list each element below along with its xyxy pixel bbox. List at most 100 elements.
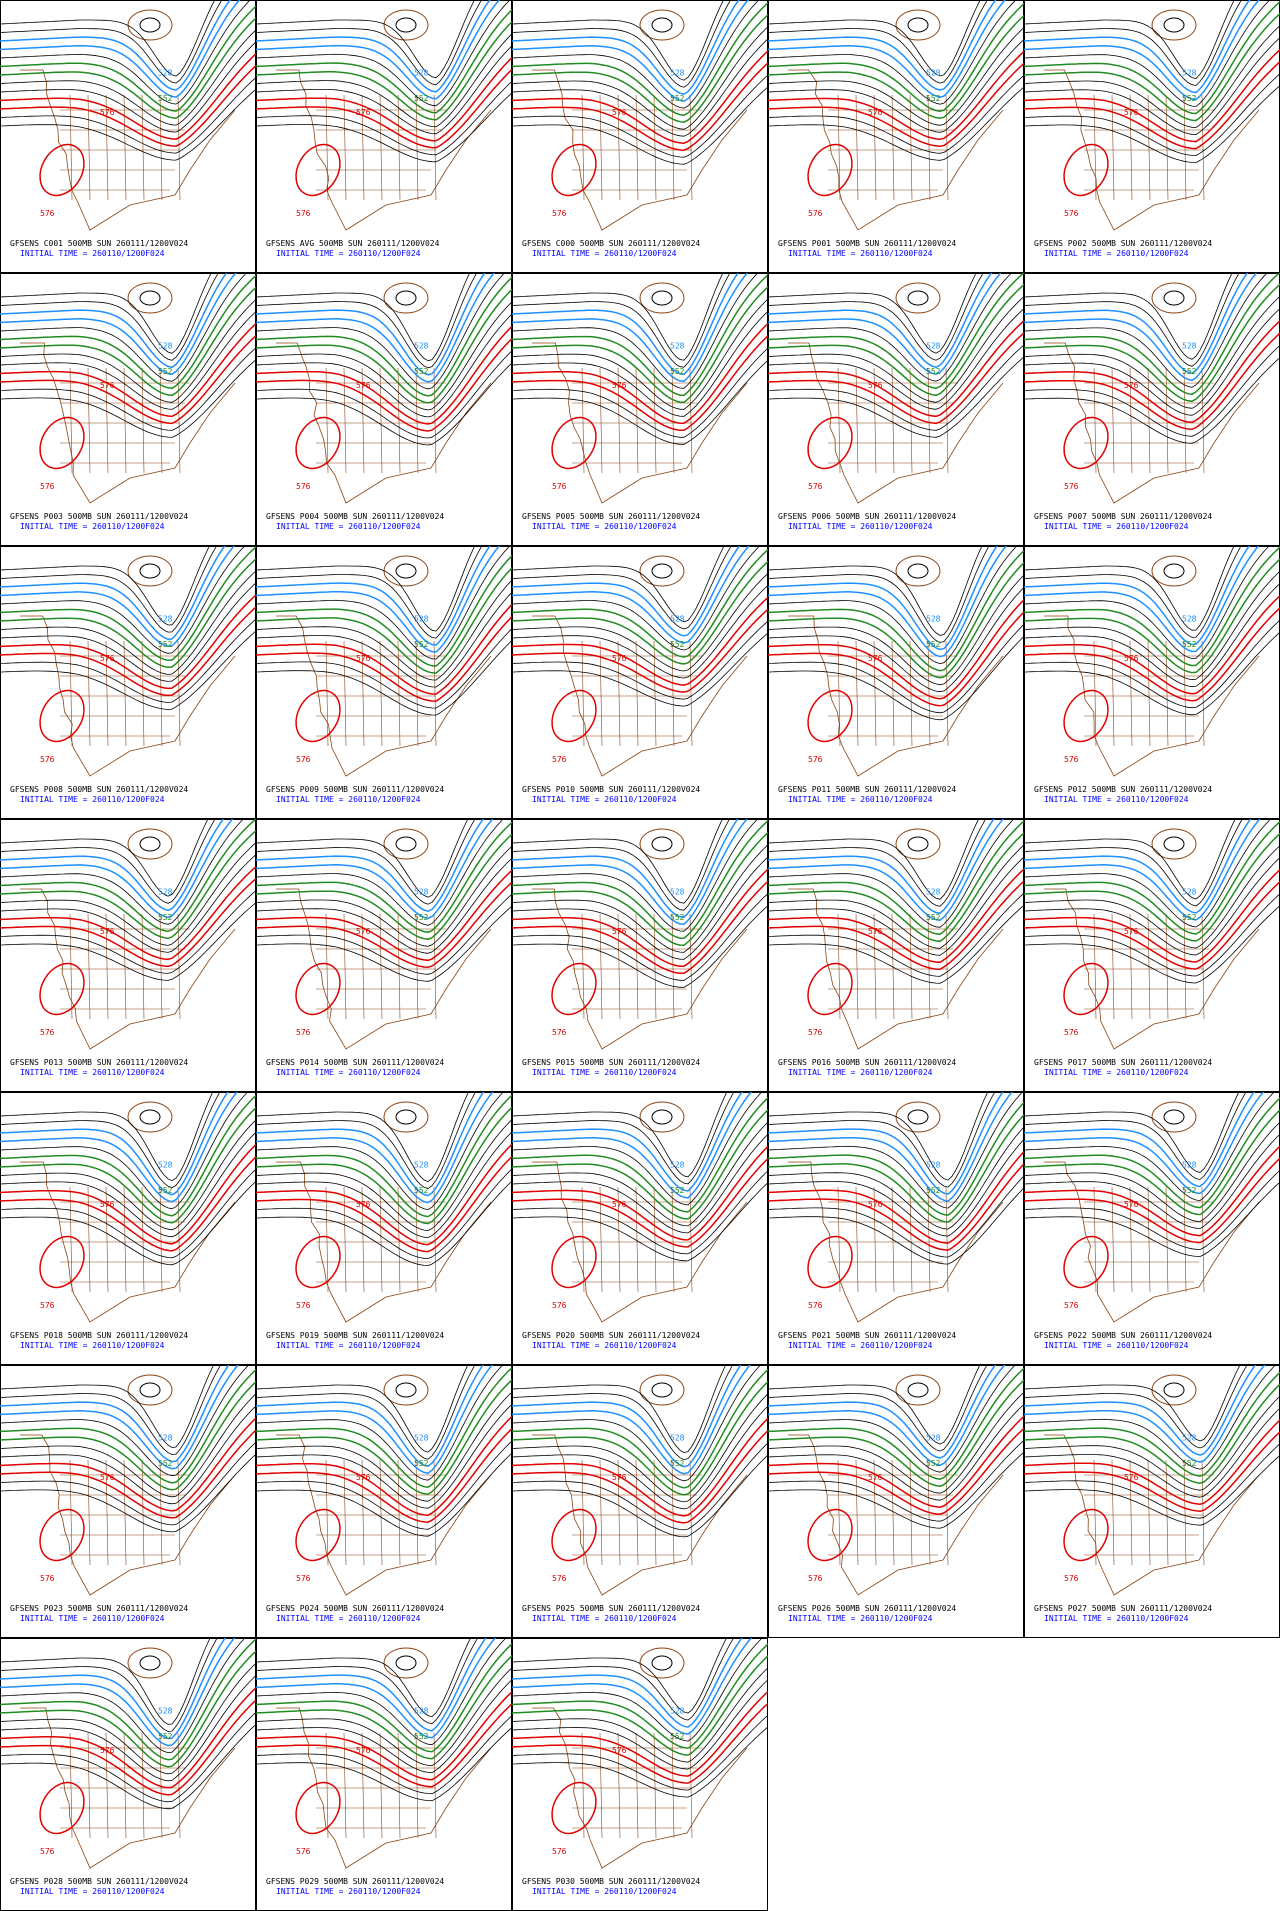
height-contour bbox=[512, 1092, 763, 1206]
map-panel: 528 552 576 576 GFSENS P019 500MB SUN 260111… bbox=[256, 1092, 512, 1365]
height-contour bbox=[768, 1365, 1006, 1466]
height-contour bbox=[768, 344, 1024, 431]
height-contour bbox=[0, 274, 256, 390]
height-contour bbox=[1024, 1407, 1280, 1498]
height-contour bbox=[1024, 273, 1258, 382]
contour-label: 576 bbox=[296, 209, 311, 218]
low-center bbox=[395, 1382, 417, 1398]
map-panel: 528 552 576 576 GFSENS P012 500MB SUN 260111… bbox=[1024, 546, 1280, 819]
state-border bbox=[1111, 1459, 1115, 1566]
state-border bbox=[927, 94, 931, 201]
low-center bbox=[395, 836, 417, 852]
contour-label: 528 bbox=[926, 888, 941, 897]
coastline bbox=[276, 1707, 492, 1869]
height-contour bbox=[512, 50, 768, 144]
height-contour bbox=[768, 15, 1024, 119]
state-border bbox=[581, 1186, 585, 1293]
height-contour bbox=[0, 819, 234, 919]
state-border bbox=[653, 1459, 657, 1566]
state-border bbox=[105, 367, 109, 474]
height-contour bbox=[768, 62, 1024, 148]
height-contour bbox=[256, 68, 512, 149]
height-contour bbox=[0, 1168, 256, 1259]
panel-title: GFSENS P019 500MB SUN 260111/1200V024 bbox=[266, 1331, 444, 1340]
state-border bbox=[581, 1732, 585, 1839]
initial-time: INITIAL TIME = 260110/1200F024 bbox=[20, 1887, 165, 1896]
contour-label: 552 bbox=[670, 1459, 685, 1468]
height-contour bbox=[1024, 0, 1242, 86]
state-border bbox=[325, 367, 329, 474]
map-panel: 528 552 576 576 GFSENS P014 500MB SUN 260111… bbox=[256, 819, 512, 1092]
height-contour bbox=[256, 1092, 476, 1190]
height-contour bbox=[1024, 0, 1235, 79]
low-center bbox=[1151, 282, 1197, 314]
low-center bbox=[895, 9, 941, 41]
state-border bbox=[1147, 640, 1151, 747]
height-contour bbox=[768, 1126, 1024, 1230]
height-contour bbox=[256, 1391, 512, 1502]
state-border bbox=[1129, 94, 1133, 201]
height-contour bbox=[256, 833, 512, 941]
contour-label: 552 bbox=[670, 1186, 685, 1195]
height-contour bbox=[0, 1107, 256, 1224]
contour-label: 576 bbox=[808, 482, 823, 491]
state-border bbox=[87, 1732, 91, 1839]
contour-label: 576 bbox=[356, 1200, 371, 1209]
height-contour bbox=[768, 1365, 981, 1445]
contour-label: 528 bbox=[926, 342, 941, 351]
initial-time: INITIAL TIME = 260110/1200F024 bbox=[788, 1341, 933, 1350]
height-contour bbox=[1024, 819, 1272, 928]
height-contour bbox=[0, 1092, 238, 1203]
low-center bbox=[895, 1374, 941, 1406]
initial-time: INITIAL TIME = 260110/1200F024 bbox=[20, 1341, 165, 1350]
state-border bbox=[361, 913, 365, 1020]
height-contour bbox=[768, 27, 1024, 126]
height-contour bbox=[768, 0, 981, 77]
panel-border bbox=[512, 1638, 768, 1911]
height-contour bbox=[1024, 1097, 1280, 1209]
height-contour bbox=[256, 628, 512, 709]
contour-label: 576 bbox=[1064, 482, 1079, 491]
height-contour bbox=[512, 596, 768, 686]
low-center bbox=[383, 1374, 429, 1406]
ridge-contour bbox=[295, 962, 341, 1016]
state-border bbox=[837, 94, 841, 201]
height-contour bbox=[1024, 1092, 1240, 1173]
state-border bbox=[1201, 913, 1205, 1020]
state-border bbox=[325, 94, 329, 201]
height-contour bbox=[256, 819, 469, 898]
height-contour bbox=[256, 1365, 469, 1453]
height-contour bbox=[512, 844, 768, 953]
state-border bbox=[343, 640, 347, 747]
height-contour bbox=[512, 546, 741, 637]
height-contour bbox=[768, 844, 1024, 949]
state-border bbox=[141, 367, 145, 474]
height-contour bbox=[1024, 1365, 1266, 1463]
contour-label: 576 bbox=[356, 381, 371, 390]
contour-label: 576 bbox=[552, 209, 567, 218]
low-center bbox=[907, 1109, 929, 1125]
panel-title: GFSENS C000 500MB SUN 260111/1200V024 bbox=[522, 239, 700, 248]
height-contour bbox=[0, 1119, 256, 1231]
height-contour bbox=[768, 546, 1018, 665]
state-border bbox=[105, 913, 109, 1020]
state-border bbox=[599, 1186, 603, 1293]
ridge-contour bbox=[295, 689, 341, 743]
coastline bbox=[20, 69, 236, 231]
contour-label: 552 bbox=[926, 94, 941, 103]
height-contour bbox=[768, 0, 997, 91]
low-center bbox=[383, 9, 429, 41]
low-center bbox=[907, 17, 929, 33]
low-center bbox=[395, 1109, 417, 1125]
contour-label: 552 bbox=[670, 1732, 685, 1741]
low-center bbox=[395, 563, 417, 579]
ridge-contour bbox=[295, 1781, 341, 1835]
state-border bbox=[635, 913, 639, 1020]
state-border bbox=[1093, 1186, 1097, 1293]
contour-label: 576 bbox=[1064, 1028, 1079, 1037]
panel-title: GFSENS P001 500MB SUN 260111/1200V024 bbox=[778, 239, 956, 248]
state-border bbox=[1111, 640, 1115, 747]
state-border bbox=[69, 1459, 73, 1566]
contour-label: 552 bbox=[670, 94, 685, 103]
height-contour bbox=[256, 301, 512, 411]
